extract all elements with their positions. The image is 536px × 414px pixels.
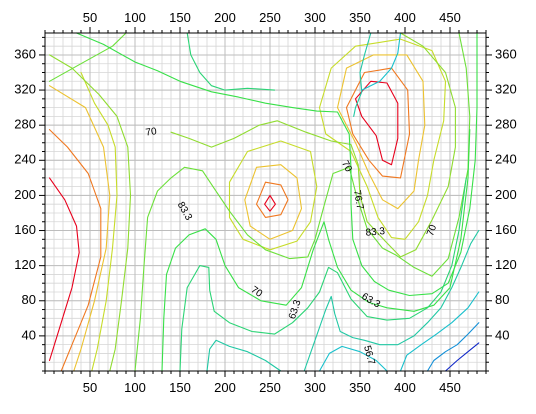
contour-label: 56.7 (361, 344, 377, 366)
axis-ticks (39, 27, 492, 377)
contour-line (345, 67, 411, 179)
contour-line (264, 194, 276, 212)
x-tick-label-bottom: 450 (439, 380, 461, 395)
x-tick-label-top: 350 (349, 10, 371, 25)
x-tick-label-top: 300 (304, 10, 326, 25)
contour-line (354, 80, 399, 166)
x-tick-label-bottom: 300 (304, 380, 326, 395)
contour-label: 70 (425, 223, 439, 238)
contour-line (80, 71, 118, 372)
y-tick-label-left: 200 (14, 187, 36, 202)
x-tick-label-top: 200 (214, 10, 236, 25)
y-tick-label-left: 360 (14, 46, 36, 61)
contour-label: 83.3 (175, 200, 194, 223)
tick-labels: 50 50 100 100 150 150 200 200 250 250 300 300 350 350… (14, 10, 516, 395)
x-tick-label-bottom: 50 (83, 380, 97, 395)
contour-label: 83.3 (365, 226, 386, 239)
y-tick-label-left: 120 (14, 257, 36, 272)
contour-line (206, 339, 282, 372)
x-tick-label-top: 50 (83, 10, 97, 25)
contour-line (170, 32, 456, 258)
x-tick-label-bottom: 200 (214, 380, 236, 395)
contour-line (161, 129, 471, 372)
contour-line (48, 177, 80, 362)
x-tick-label-top: 250 (259, 10, 281, 25)
x-tick-label-bottom: 150 (169, 380, 191, 395)
contour-line (399, 291, 480, 372)
x-tick-label-bottom: 250 (259, 380, 281, 395)
contour-line (336, 54, 426, 210)
contour-line (186, 32, 276, 91)
y-tick-label-left: 40 (22, 327, 36, 342)
contour-label: 70 (339, 159, 354, 174)
y-tick-label-left: 160 (14, 222, 36, 237)
y-tick-label-right: 280 (495, 117, 517, 132)
x-tick-label-bottom: 400 (394, 380, 416, 395)
x-tick-label-top: 400 (394, 10, 416, 25)
contour-lines (48, 32, 480, 372)
contour-line (228, 140, 318, 251)
y-tick-label-left: 320 (14, 82, 36, 97)
contour-line (48, 54, 132, 372)
y-tick-label-right: 80 (495, 292, 509, 307)
y-tick-label-right: 120 (495, 257, 517, 272)
y-tick-label-right: 40 (495, 327, 509, 342)
y-tick-label-right: 360 (495, 46, 517, 61)
contour-label: 76.7 (351, 189, 365, 211)
y-tick-label-right: 240 (495, 152, 517, 167)
x-tick-label-top: 100 (124, 10, 146, 25)
contour-label: 70 (249, 284, 265, 300)
contour-label: 70 (145, 126, 158, 139)
contour-line (353, 32, 372, 117)
y-tick-label-right: 320 (495, 82, 517, 97)
contour-line (255, 181, 289, 218)
contour-line (48, 129, 102, 372)
major-grid (45, 33, 486, 371)
y-tick-label-right: 200 (495, 187, 517, 202)
y-tick-label-left: 80 (22, 292, 36, 307)
x-tick-label-bottom: 100 (124, 380, 146, 395)
contour-line (48, 32, 127, 82)
y-tick-label-left: 240 (14, 152, 36, 167)
y-tick-label-right: 160 (495, 222, 517, 237)
contour-line (48, 85, 111, 372)
y-tick-label-left: 280 (14, 117, 36, 132)
contour-line (303, 229, 480, 372)
contour-line (318, 38, 447, 240)
contour-line (134, 32, 471, 372)
x-tick-label-top: 450 (439, 10, 461, 25)
contour-label: 63.3 (360, 291, 383, 310)
contour-line (361, 32, 402, 91)
contour-line (426, 322, 480, 372)
x-tick-label-bottom: 350 (349, 380, 371, 395)
contour-line (75, 32, 478, 297)
contour-line (179, 177, 467, 372)
x-tick-label-top: 150 (169, 10, 191, 25)
contour-line (244, 164, 303, 240)
contour-line (318, 345, 388, 372)
plot-frame (44, 32, 487, 372)
contour-line (444, 342, 480, 372)
